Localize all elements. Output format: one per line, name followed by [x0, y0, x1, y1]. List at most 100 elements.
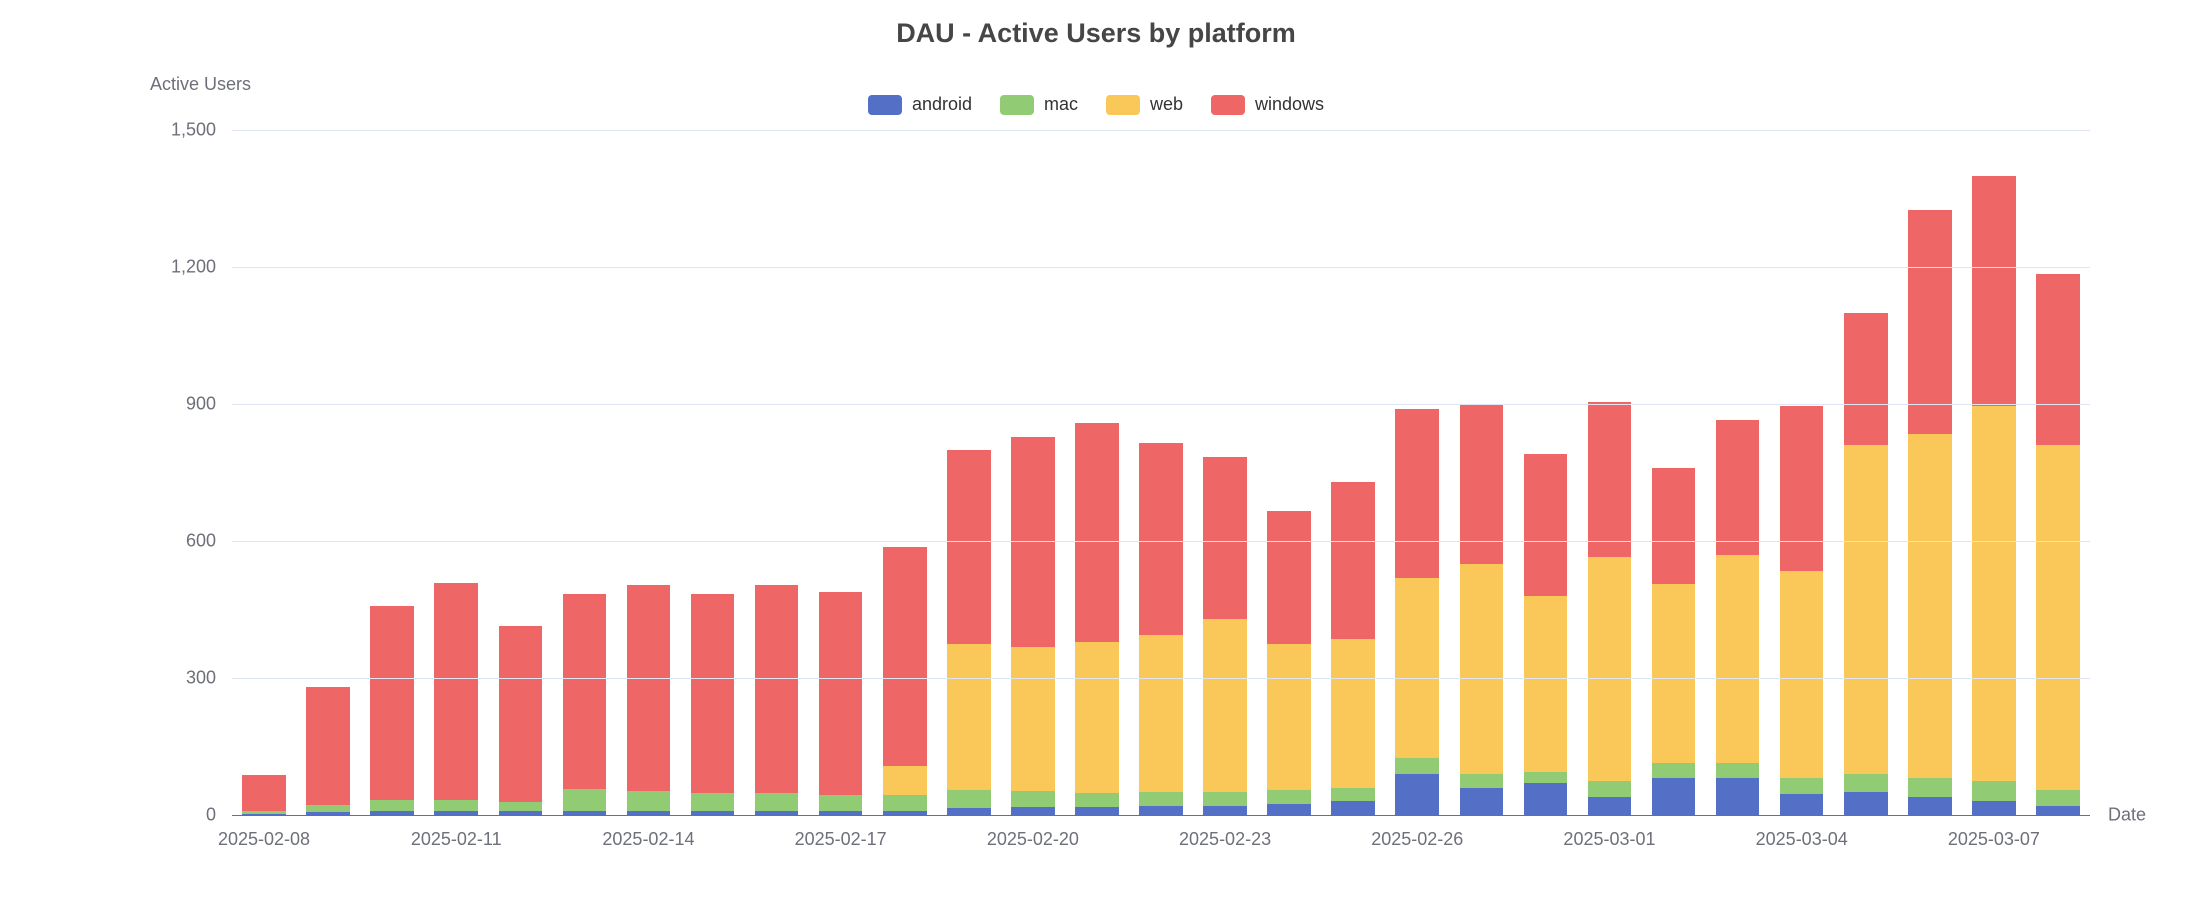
bar-segment-mac[interactable] [1460, 774, 1504, 788]
bar[interactable] [370, 606, 414, 815]
bar[interactable] [1075, 423, 1119, 815]
bar-segment-windows[interactable] [370, 606, 414, 800]
bar-segment-mac[interactable] [563, 789, 607, 812]
bar-segment-mac[interactable] [1908, 778, 1952, 796]
bar-segment-android[interactable] [1780, 794, 1824, 815]
bar-segment-mac[interactable] [434, 800, 478, 811]
bar[interactable] [1267, 511, 1311, 815]
bar[interactable] [627, 585, 671, 815]
bar-segment-mac[interactable] [883, 795, 927, 811]
bar[interactable] [1460, 404, 1504, 815]
legend-item-windows[interactable]: windows [1211, 94, 1324, 115]
bar-segment-android[interactable] [1716, 778, 1760, 815]
bar[interactable] [1780, 406, 1824, 815]
bar-segment-web[interactable] [1844, 445, 1888, 774]
bar[interactable] [1716, 420, 1760, 815]
bar[interactable] [1844, 313, 1888, 815]
bar[interactable] [1395, 409, 1439, 815]
bar-segment-mac[interactable] [1844, 774, 1888, 792]
bar-segment-mac[interactable] [1780, 778, 1824, 794]
bar-segment-windows[interactable] [1267, 511, 1311, 643]
bar[interactable] [1139, 443, 1183, 815]
bar-segment-mac[interactable] [370, 800, 414, 811]
bar-segment-windows[interactable] [1908, 210, 1952, 434]
bar-segment-windows[interactable] [1844, 313, 1888, 445]
bar-segment-windows[interactable] [627, 585, 671, 791]
bar-segment-windows[interactable] [2036, 274, 2080, 445]
bar-segment-windows[interactable] [1139, 443, 1183, 635]
bar-segment-mac[interactable] [306, 805, 350, 812]
bar-segment-web[interactable] [1588, 557, 1632, 781]
bar-segment-mac[interactable] [1972, 781, 2016, 802]
bar[interactable] [242, 775, 286, 815]
bar-segment-mac[interactable] [1716, 763, 1760, 779]
bar-segment-mac[interactable] [627, 791, 671, 812]
legend-item-android[interactable]: android [868, 94, 972, 115]
bar-segment-web[interactable] [2036, 445, 2080, 790]
bar-segment-windows[interactable] [563, 594, 607, 788]
bar-segment-windows[interactable] [499, 626, 543, 802]
bar-segment-android[interactable] [1395, 774, 1439, 815]
bar-segment-web[interactable] [1524, 596, 1568, 772]
bar-segment-web[interactable] [1716, 555, 1760, 763]
bar[interactable] [1331, 482, 1375, 815]
bar[interactable] [499, 626, 543, 815]
bar-segment-web[interactable] [1460, 564, 1504, 774]
bar-segment-android[interactable] [1460, 788, 1504, 815]
bar-segment-mac[interactable] [499, 802, 543, 811]
bar-segment-web[interactable] [1972, 406, 2016, 780]
bar-segment-android[interactable] [947, 808, 991, 815]
bar-segment-android[interactable] [1972, 801, 2016, 815]
bar-segment-windows[interactable] [1331, 482, 1375, 640]
bar-segment-windows[interactable] [306, 687, 350, 806]
bar-segment-mac[interactable] [1267, 790, 1311, 804]
bar[interactable] [2036, 274, 2080, 815]
bar-segment-android[interactable] [1652, 778, 1696, 815]
bar-segment-mac[interactable] [947, 790, 991, 808]
bar[interactable] [306, 687, 350, 815]
bar-segment-windows[interactable] [947, 450, 991, 644]
bar-segment-mac[interactable] [1139, 792, 1183, 806]
bar-segment-windows[interactable] [819, 592, 863, 795]
bar[interactable] [1972, 176, 2016, 815]
bar-segment-mac[interactable] [1075, 793, 1119, 807]
bar-segment-mac[interactable] [819, 795, 863, 811]
bar-segment-android[interactable] [1139, 806, 1183, 815]
bar-segment-android[interactable] [1588, 797, 1632, 815]
bar-segment-android[interactable] [1524, 783, 1568, 815]
bar-segment-android[interactable] [1075, 807, 1119, 815]
bar-segment-web[interactable] [947, 644, 991, 790]
bar[interactable] [1524, 454, 1568, 815]
bar-segment-web[interactable] [1139, 635, 1183, 793]
bar-segment-mac[interactable] [1331, 788, 1375, 802]
bar-segment-windows[interactable] [242, 775, 286, 812]
bar-segment-android[interactable] [1011, 807, 1055, 815]
bar[interactable] [691, 594, 735, 815]
bar[interactable] [434, 583, 478, 815]
bar-segment-web[interactable] [1780, 571, 1824, 779]
bar-segment-web[interactable] [1908, 434, 1952, 779]
bar-segment-mac[interactable] [755, 793, 799, 811]
bar-segment-windows[interactable] [1075, 423, 1119, 642]
bar-segment-android[interactable] [2036, 806, 2080, 815]
bar-segment-windows[interactable] [1588, 402, 1632, 557]
bar-segment-mac[interactable] [1203, 792, 1247, 806]
bar-segment-android[interactable] [1267, 804, 1311, 815]
bar[interactable] [819, 592, 863, 815]
bar[interactable] [1652, 468, 1696, 815]
bar-segment-android[interactable] [1844, 792, 1888, 815]
bar-segment-windows[interactable] [1203, 457, 1247, 619]
legend-item-mac[interactable]: mac [1000, 94, 1078, 115]
bar[interactable] [755, 585, 799, 815]
bar[interactable] [1011, 437, 1055, 815]
bar-segment-windows[interactable] [1780, 406, 1824, 570]
bar-segment-windows[interactable] [1716, 420, 1760, 555]
bar-segment-web[interactable] [1011, 647, 1055, 791]
bar-segment-web[interactable] [1395, 578, 1439, 758]
bar-segment-web[interactable] [883, 766, 927, 796]
bar-segment-mac[interactable] [2036, 790, 2080, 806]
bar[interactable] [947, 450, 991, 815]
bar-segment-android[interactable] [1908, 797, 1952, 815]
bar-segment-windows[interactable] [1652, 468, 1696, 584]
bar[interactable] [1908, 210, 1952, 815]
